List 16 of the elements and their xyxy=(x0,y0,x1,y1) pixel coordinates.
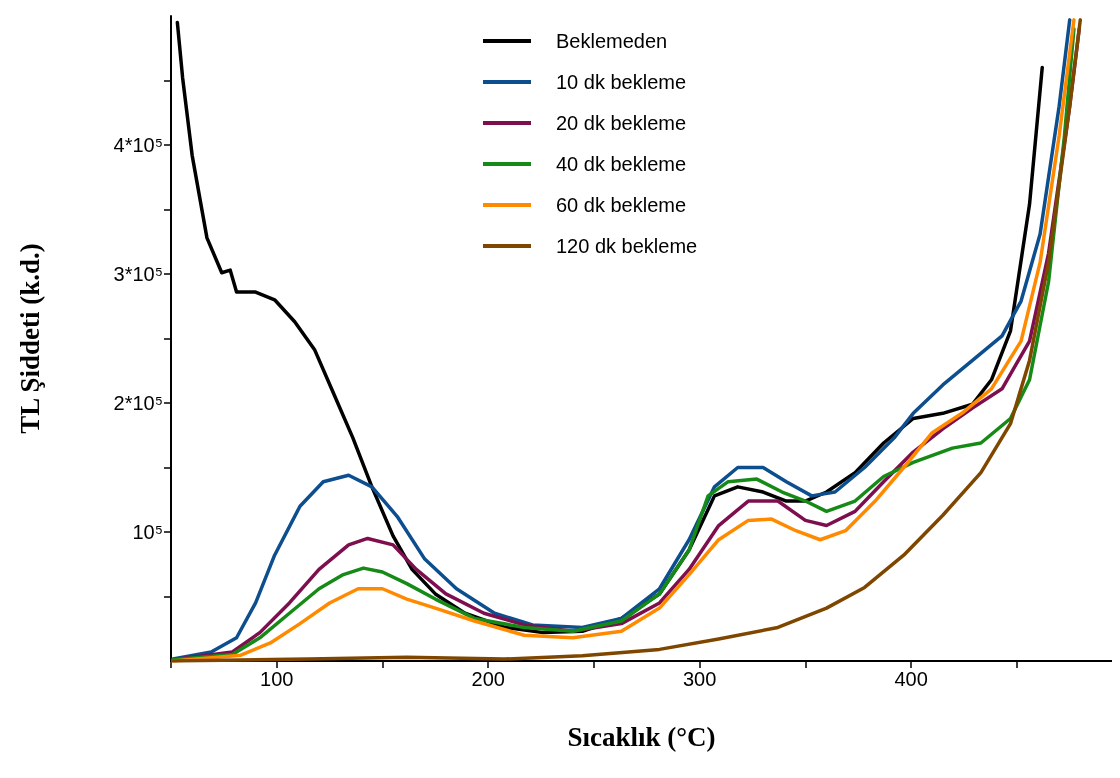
x-tick-label: 400 xyxy=(894,668,928,690)
x-axis-title: Sıcaklık (°C) xyxy=(567,721,716,752)
legend-label: 10 dk bekleme xyxy=(556,71,687,93)
y-axis-title: TL Şiddeti (k.d.) xyxy=(14,243,45,434)
x-tick-label: 100 xyxy=(260,668,294,690)
y-tick-label: 2*10⁵ xyxy=(113,392,163,414)
y-tick-label: 3*10⁵ xyxy=(113,263,163,285)
legend-label: Beklemeden xyxy=(556,30,668,52)
x-tick-label: 200 xyxy=(471,668,505,690)
y-tick-label: 10⁵ xyxy=(132,521,163,543)
legend-label: 60 dk bekleme xyxy=(556,194,687,216)
legend-label: 20 dk bekleme xyxy=(556,112,687,134)
y-tick-label: 4*10⁵ xyxy=(113,134,163,156)
legend-label: 120 dk bekleme xyxy=(556,235,698,257)
legend-label: 40 dk bekleme xyxy=(556,153,687,175)
x-tick-label: 300 xyxy=(682,668,717,690)
